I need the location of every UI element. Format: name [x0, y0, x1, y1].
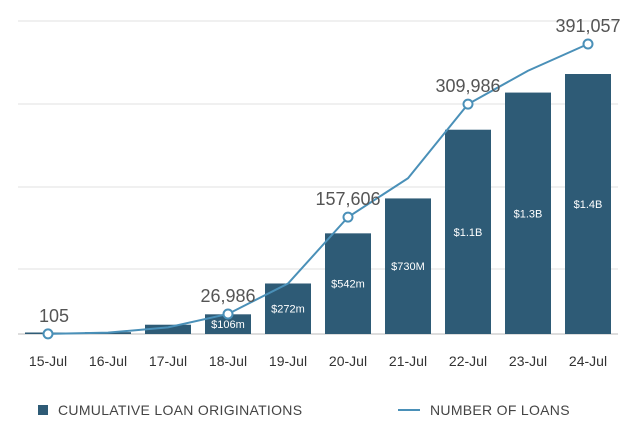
bar-data-label: $730M: [391, 261, 425, 273]
legend-swatch-bars: [38, 405, 48, 415]
bar-data-label: $542m: [331, 279, 365, 291]
legend-label-line: NUMBER OF LOANS: [430, 402, 570, 418]
line-data-label: 391,057: [555, 16, 620, 36]
line-series: [42, 38, 594, 340]
bar-data-label: $1.4B: [574, 199, 603, 211]
line-data-labels: 105 26,986 157,606 309,986 391,057: [39, 16, 621, 326]
bar-data-label: $1.1B: [454, 227, 483, 239]
line-data-label: 309,986: [435, 76, 500, 96]
x-tick-label: 24-Jul: [569, 353, 607, 369]
legend: CUMULATIVE LOAN ORIGINATIONS NUMBER OF L…: [38, 402, 570, 418]
bar-data-label: $106m: [211, 319, 245, 331]
bar-data-label: $1.3B: [514, 208, 543, 220]
line-point: [222, 308, 234, 320]
x-tick-label: 22-Jul: [449, 353, 487, 369]
legend-label-bars: CUMULATIVE LOAN ORIGINATIONS: [58, 402, 302, 418]
line-data-label: 105: [39, 306, 69, 326]
bar: [145, 324, 191, 334]
line-data-label: 157,606: [315, 189, 380, 209]
bar: [445, 129, 491, 334]
x-tick-label: 17-Jul: [149, 353, 187, 369]
line-point: [462, 98, 474, 110]
x-tick-label: 23-Jul: [509, 353, 547, 369]
line-point: [42, 328, 54, 340]
x-tick-label: 16-Jul: [89, 353, 127, 369]
bar: [205, 314, 251, 334]
x-tick-label: 19-Jul: [269, 353, 307, 369]
bar-data-label: $272m: [271, 304, 305, 316]
x-tick-label: 15-Jul: [29, 353, 67, 369]
x-axis: 15-Jul 16-Jul 17-Jul 18-Jul 19-Jul 20-Jul 21-J…: [29, 353, 607, 369]
bar: [325, 233, 371, 334]
bar-series: [25, 74, 611, 334]
bar: [565, 74, 611, 334]
bar: [505, 92, 551, 334]
x-tick-label: 21-Jul: [389, 353, 427, 369]
bar-data-labels: $106m $272m $542m $730M $1.1B $1.3B $1.4B: [211, 199, 602, 331]
x-tick-label: 20-Jul: [329, 353, 367, 369]
x-tick-label: 18-Jul: [209, 353, 247, 369]
bar: [385, 198, 431, 334]
line-point: [582, 38, 594, 50]
line-data-label: 26,986: [200, 286, 255, 306]
series-line: [47, 43, 589, 335]
line-point: [342, 211, 354, 223]
